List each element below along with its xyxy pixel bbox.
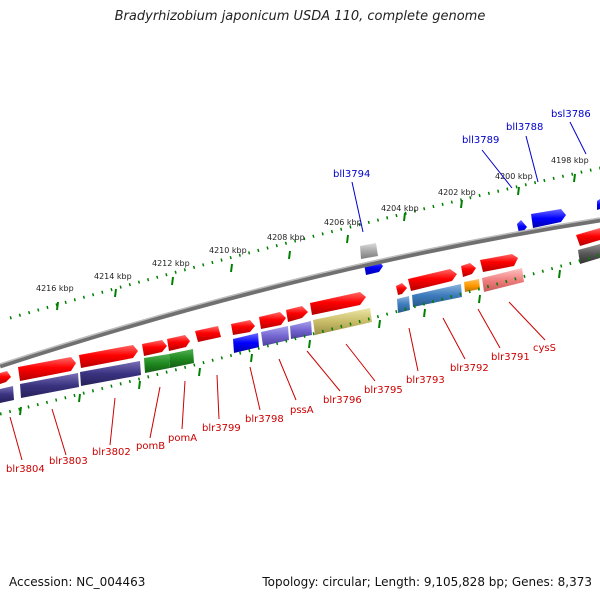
genome-backbone: [0, 217, 600, 369]
label-bll3789[interactable]: bll3789: [462, 135, 499, 146]
label-blr3795[interactable]: blr3795: [364, 385, 403, 396]
scale-label-4208: 4208 kbp: [267, 233, 305, 242]
category-cysS: [482, 268, 524, 292]
forward-label-text: cysS blr3791 blr3792 blr3793 blr3795 blr…: [6, 343, 556, 475]
inner-scale-major-ticks: [19, 269, 561, 416]
gene-arrow-blr3795[interactable]: [310, 292, 366, 315]
leader-bll3788: [525, 135, 539, 183]
gene-arrow-blr3803[interactable]: [18, 357, 76, 381]
scale-label-4204: 4204 kbp: [381, 204, 419, 213]
label-bll3788[interactable]: bll3788: [506, 122, 543, 133]
gene-arrow-blr3792[interactable]: [408, 269, 457, 291]
reverse-label-text: bsl3786 bll3788 bll3789 bll3794: [333, 109, 591, 180]
gene-arrow-bsl3786[interactable]: [597, 199, 600, 210]
outer-scale-labels: 4198 kbp 4200 kbp 4202 kbp 4204 kbp 4206…: [36, 156, 589, 293]
label-bll3794[interactable]: bll3794: [333, 169, 370, 180]
gene-arrow-pomA[interactable]: [167, 335, 190, 351]
category-blr3798: [233, 333, 259, 353]
genome-stats-text: Topology: circular; Length: 9,105,828 bp…: [262, 575, 592, 589]
label-pomB[interactable]: pomB: [136, 441, 165, 452]
scale-label-4206: 4206 kbp: [324, 218, 362, 227]
forward-leader-lines: [9, 301, 546, 461]
gene-arrow-pssA[interactable]: [259, 312, 286, 329]
label-blr3798[interactable]: blr3798: [245, 414, 284, 425]
scale-label-4200: 4200 kbp: [495, 172, 533, 181]
map-title: Bradyrhizobium japonicum USDA 110, compl…: [114, 9, 486, 24]
scale-label-4216: 4216 kbp: [36, 284, 74, 293]
label-blr3791[interactable]: blr3791: [491, 352, 530, 363]
gene-arrow-bll3788[interactable]: [531, 209, 566, 228]
gene-arrow-blr3799[interactable]: [195, 326, 221, 342]
label-blr3793[interactable]: blr3793: [406, 375, 445, 386]
category-blr3803: [20, 373, 79, 398]
category-blr3792: [412, 284, 462, 307]
label-blr3803[interactable]: blr3803: [49, 456, 88, 467]
category-blr3791: [464, 279, 480, 292]
gene-arrow-blr3796[interactable]: [286, 306, 308, 322]
label-blr3792[interactable]: blr3792: [450, 363, 489, 374]
category-blr3802: [80, 361, 141, 386]
category-f1: [578, 244, 600, 264]
gene-arrow-blr3793[interactable]: [396, 283, 407, 295]
outer-scale-dots: [9, 166, 600, 320]
label-blr3804[interactable]: blr3804: [6, 464, 45, 475]
scale-label-4202: 4202 kbp: [438, 188, 476, 197]
category-pomB: [144, 354, 170, 373]
gene-arrow-f1[interactable]: [576, 228, 600, 246]
gene-arrow-blr3804[interactable]: [0, 371, 11, 384]
gene-arrow-cysS[interactable]: [480, 254, 518, 272]
gene-arrow-blr3791[interactable]: [461, 263, 476, 277]
leader-bsl3786: [569, 121, 587, 155]
label-cysS[interactable]: cysS: [533, 343, 556, 354]
scale-label-4212: 4212 kbp: [152, 259, 190, 268]
label-blr3802[interactable]: blr3802: [92, 447, 131, 458]
leader-bll3794: [351, 181, 364, 233]
scale-label-4198: 4198 kbp: [551, 156, 589, 165]
gene-arrow-pomB[interactable]: [142, 340, 167, 356]
leader-bll3789: [481, 149, 513, 189]
accession-text: Accession: NC_004463: [9, 575, 146, 589]
category-blr3795: [313, 308, 372, 335]
scale-label-4210: 4210 kbp: [209, 246, 247, 255]
category-band: [0, 244, 600, 403]
gene-arrow-bll3794[interactable]: [360, 243, 378, 259]
category-blr3796: [290, 321, 312, 339]
category-pssA: [261, 326, 289, 346]
label-blr3799[interactable]: blr3799: [202, 423, 241, 434]
gene-arrow-blr3802[interactable]: [79, 345, 138, 368]
gene-arrow-bll3789[interactable]: [517, 220, 527, 233]
category-blr3804: [0, 386, 14, 403]
outer-scale-major-ticks: [56, 173, 576, 311]
label-bsl3786[interactable]: bsl3786: [551, 109, 591, 120]
label-blr3796[interactable]: blr3796: [323, 395, 362, 406]
scale-label-4214: 4214 kbp: [94, 272, 132, 281]
label-pomA[interactable]: pomA: [168, 433, 197, 444]
forward-strand-genes: [0, 228, 600, 384]
label-pssA[interactable]: pssA: [290, 405, 314, 416]
gene-arrow-blr3798[interactable]: [231, 320, 255, 335]
category-blr3793: [397, 296, 410, 313]
genome-backbone-highlight: [0, 217, 600, 365]
category-pomA: [169, 349, 194, 368]
reverse-labels: [351, 121, 587, 233]
